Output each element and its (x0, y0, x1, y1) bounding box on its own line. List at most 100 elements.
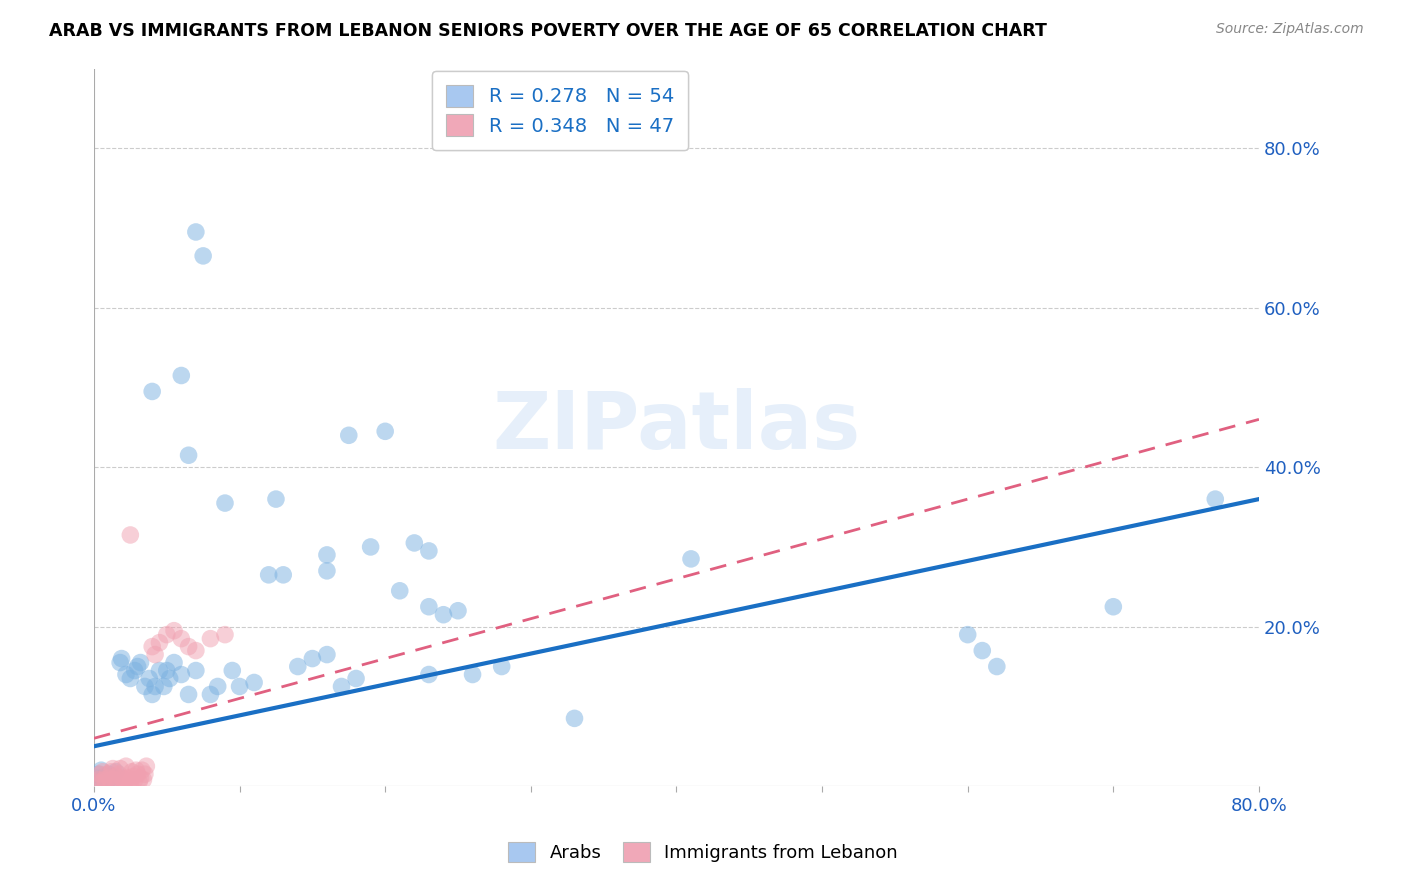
Point (125, 763, 148, 777)
Point (418, 599, 440, 614)
Point (141, 688, 163, 702)
Point (120, 528, 142, 542)
Point (135, 759, 157, 773)
Point (316, 564, 339, 578)
Point (418, 544, 440, 558)
Point (93, 770, 115, 784)
Point (170, 667, 193, 681)
Point (264, 492, 287, 507)
Point (374, 425, 396, 439)
Point (143, 648, 166, 662)
Point (128, 775, 150, 789)
Point (214, 496, 236, 510)
Point (184, 225, 207, 239)
Point (143, 680, 166, 694)
Point (153, 680, 176, 694)
Point (120, 778, 142, 792)
Point (110, 651, 132, 665)
Point (107, 767, 129, 781)
Point (108, 656, 131, 670)
Point (124, 772, 146, 787)
Point (148, 635, 170, 649)
Point (214, 627, 236, 641)
Point (129, 656, 152, 670)
Point (337, 428, 360, 442)
Point (115, 759, 138, 773)
Text: Source: ZipAtlas.com: Source: ZipAtlas.com (1216, 22, 1364, 37)
Point (120, 672, 142, 686)
Point (257, 567, 280, 582)
Point (124, 664, 146, 678)
Point (956, 627, 979, 641)
Point (114, 776, 136, 790)
Point (170, 632, 193, 646)
Point (87, 772, 110, 787)
Point (91, 771, 114, 785)
Point (96, 767, 118, 781)
Point (156, 627, 179, 641)
Legend: R = 0.278   N = 54, R = 0.348   N = 47: R = 0.278 N = 54, R = 0.348 N = 47 (432, 71, 688, 150)
Point (117, 771, 139, 785)
Point (94, 776, 117, 790)
Point (97, 767, 120, 781)
Point (118, 775, 141, 789)
Point (134, 767, 156, 781)
Point (418, 667, 440, 681)
Point (129, 771, 152, 785)
Point (491, 659, 513, 673)
Point (163, 656, 186, 670)
Point (177, 688, 200, 702)
Point (200, 688, 222, 702)
Point (90, 763, 112, 777)
Text: ZIPatlas: ZIPatlas (492, 388, 860, 467)
Point (141, 640, 163, 654)
Point (89, 767, 111, 781)
Point (177, 448, 200, 462)
Point (360, 540, 382, 554)
Point (138, 672, 160, 686)
Point (170, 368, 193, 383)
Point (191, 249, 214, 263)
Point (447, 604, 470, 618)
Point (94, 772, 117, 787)
Point (207, 680, 229, 694)
Point (87, 767, 110, 781)
Point (110, 771, 132, 785)
Point (105, 776, 128, 790)
Point (104, 764, 127, 779)
Point (271, 567, 294, 582)
Point (108, 762, 131, 776)
Point (89, 775, 111, 789)
Point (134, 680, 156, 694)
Point (330, 680, 353, 694)
Point (461, 667, 484, 681)
Point (564, 711, 586, 725)
Point (159, 672, 181, 686)
Point (86, 775, 108, 789)
Point (200, 632, 222, 646)
Point (97, 771, 120, 785)
Point (316, 548, 339, 562)
Point (221, 664, 243, 678)
Point (132, 772, 155, 787)
Point (986, 659, 1008, 673)
Point (148, 664, 170, 678)
Text: ARAB VS IMMIGRANTS FROM LEBANON SENIORS POVERTY OVER THE AGE OF 65 CORRELATION C: ARAB VS IMMIGRANTS FROM LEBANON SENIORS … (49, 22, 1047, 40)
Point (287, 659, 309, 673)
Legend: Arabs, Immigrants from Lebanon: Arabs, Immigrants from Lebanon (501, 834, 905, 870)
Point (163, 624, 186, 638)
Point (86, 771, 108, 785)
Point (115, 667, 138, 681)
Point (101, 762, 124, 776)
Point (131, 763, 153, 777)
Point (184, 643, 207, 657)
Point (100, 764, 122, 779)
Point (184, 664, 207, 678)
Point (404, 536, 426, 550)
Point (679, 552, 702, 566)
Point (101, 772, 124, 787)
Point (388, 583, 411, 598)
Point (91, 764, 114, 779)
Point (90, 776, 112, 790)
Point (127, 767, 149, 781)
